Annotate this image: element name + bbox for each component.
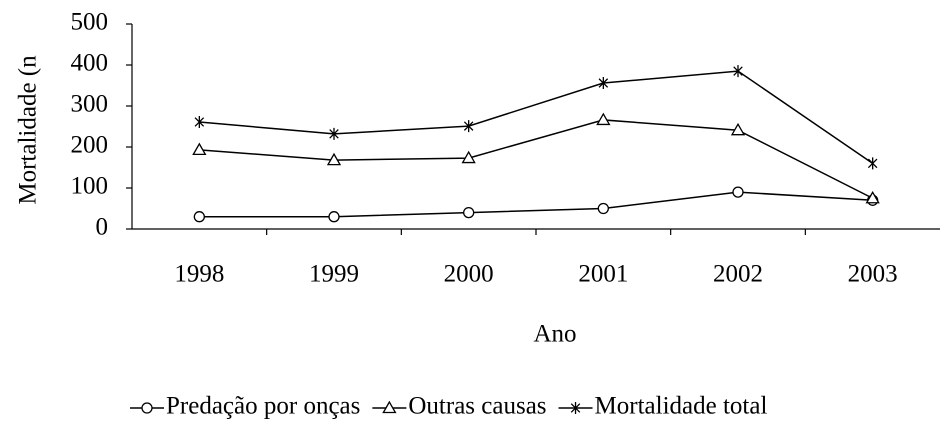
y-tick-label: 500 — [71, 9, 109, 36]
marker-shape — [463, 120, 474, 133]
marker-shape — [865, 190, 880, 204]
marker-triangle — [596, 112, 611, 126]
y-axis-label: Mortalidade (n — [15, 55, 42, 205]
marker-shape — [326, 152, 342, 166]
marker-triangle — [865, 190, 880, 204]
marker-shape — [598, 77, 609, 90]
y-tick-label: 300 — [71, 91, 109, 118]
marker-shape — [193, 211, 205, 223]
x-axis-label: Ano — [533, 321, 576, 348]
marker-triangle — [461, 150, 476, 164]
y-tick-label: 200 — [71, 132, 109, 159]
marker-circle — [193, 211, 205, 223]
x-tick-label: 2001 — [578, 261, 628, 288]
marker-triangle — [326, 152, 342, 166]
marker-shape — [328, 211, 340, 223]
marker-circle — [732, 186, 744, 198]
marker-asterisk — [733, 65, 743, 78]
marker-shape — [329, 127, 339, 140]
marker-shape — [867, 157, 878, 170]
x-tick-label: 2002 — [713, 261, 763, 288]
marker-shape — [194, 115, 205, 128]
legend-label: Predação por onças — [166, 393, 360, 420]
marker-shape — [463, 206, 475, 219]
marker-shape — [596, 112, 611, 126]
marker-shape — [570, 402, 581, 414]
marker-triangle — [192, 142, 207, 156]
marker-asterisk — [598, 77, 609, 90]
y-tick-label: 400 — [71, 50, 109, 77]
x-tick-label: 2000 — [444, 261, 494, 288]
marker-shape — [192, 142, 207, 156]
series-line — [199, 191, 873, 218]
marker-asterisk — [867, 157, 878, 170]
marker-triangle — [382, 400, 397, 414]
marker-shape — [141, 402, 153, 414]
marker-asterisk — [329, 127, 339, 140]
y-tick-label: 0 — [96, 214, 109, 241]
series-line — [199, 70, 874, 165]
y-tick-label: 100 — [71, 173, 109, 200]
marker-shape — [461, 150, 476, 164]
series-line — [199, 119, 874, 199]
marker-shape — [732, 186, 744, 198]
x-tick-label: 1999 — [309, 261, 359, 288]
legend-label: Mortalidade total — [595, 393, 768, 420]
marker-asterisk — [194, 115, 205, 128]
marker-shape — [730, 122, 746, 136]
marker-circle — [328, 211, 340, 223]
marker-circle — [597, 202, 609, 215]
x-tick-label: 1998 — [174, 261, 224, 288]
marker-circle — [463, 206, 475, 219]
x-tick-label: 2003 — [848, 261, 898, 288]
marker-shape — [733, 65, 743, 78]
marker-shape — [597, 202, 609, 215]
marker-asterisk — [463, 120, 474, 133]
marker-shape — [382, 400, 397, 414]
legend-label: Outras causas — [408, 393, 546, 420]
marker-triangle — [730, 122, 746, 136]
marker-asterisk — [570, 402, 581, 414]
marker-circle — [141, 402, 153, 414]
